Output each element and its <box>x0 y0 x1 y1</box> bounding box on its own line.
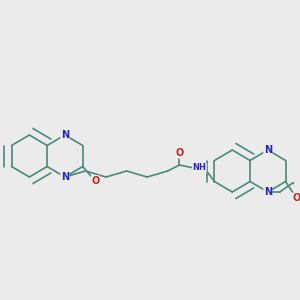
Text: N: N <box>61 130 69 140</box>
Text: N: N <box>264 145 272 155</box>
Text: O: O <box>292 193 300 203</box>
Text: N: N <box>61 172 69 182</box>
Text: O: O <box>91 176 100 186</box>
Text: NH: NH <box>192 164 206 172</box>
Text: N: N <box>264 187 272 197</box>
Text: O: O <box>175 148 184 158</box>
